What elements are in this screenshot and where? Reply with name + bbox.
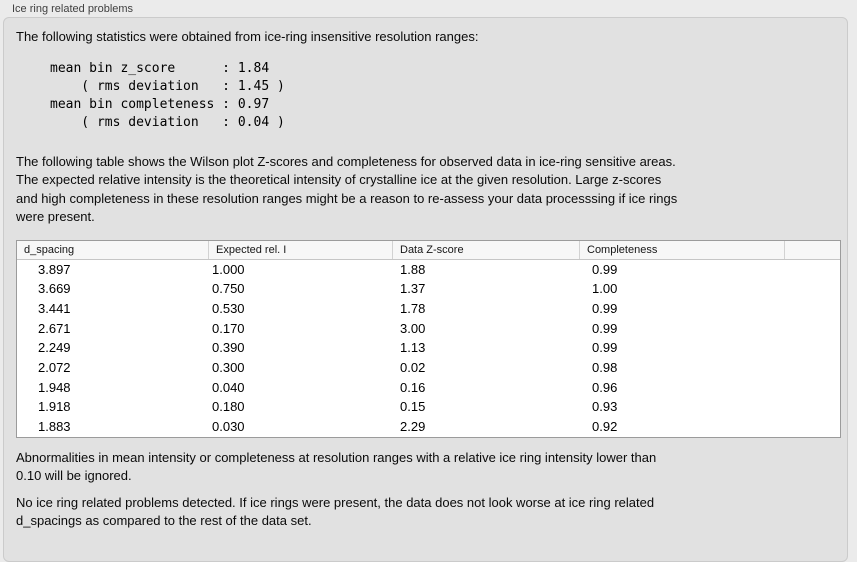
cell-d-spacing: 1.883: [38, 419, 71, 434]
column-header-completeness[interactable]: Completeness: [580, 240, 785, 259]
cell-empty: [785, 417, 840, 437]
conclusion-text: No ice ring related problems detected. I…: [16, 494, 655, 529]
cell-expected-rel-i: 0.390: [212, 340, 245, 356]
stats-intro-text: The following statistics were obtained f…: [16, 29, 479, 44]
cell-data-z-score: 1.37: [400, 281, 426, 297]
column-header-d-spacing[interactable]: d_spacing: [17, 240, 209, 259]
cell-completeness: 1.00: [592, 281, 618, 297]
cell-data-z-score: 2.29: [400, 419, 426, 434]
table-row[interactable]: 2.072 0.300 0.02 0.98: [17, 357, 840, 378]
cell-empty: [785, 338, 840, 358]
table-row[interactable]: 3.441 0.530 1.78 0.99: [17, 298, 840, 319]
cell-completeness: 0.96: [592, 379, 618, 395]
cell-data-z-score: 0.02: [400, 359, 426, 375]
table-row[interactable]: 1.918 0.180 0.15 0.93: [17, 397, 840, 417]
cell-completeness: 0.99: [592, 340, 618, 356]
table-row[interactable]: 2.671 0.170 3.00 0.99: [17, 318, 840, 339]
cell-expected-rel-i: 0.030: [212, 419, 245, 434]
cell-empty: [785, 279, 840, 299]
cell-completeness: 0.93: [592, 399, 618, 415]
cell-d-spacing: 2.249: [38, 340, 71, 356]
cell-empty: [785, 260, 840, 280]
cell-d-spacing: 3.897: [38, 261, 71, 277]
cell-data-z-score: 0.15: [400, 399, 426, 415]
cell-expected-rel-i: 0.040: [212, 379, 245, 395]
cell-expected-rel-i: 0.530: [212, 300, 245, 316]
cell-d-spacing: 3.441: [38, 300, 71, 316]
column-header-data-z-score[interactable]: Data Z-score: [393, 240, 580, 259]
cell-data-z-score: 3.00: [400, 320, 426, 336]
cell-d-spacing: 1.948: [38, 379, 71, 395]
table-header-row: d_spacing Expected rel. I Data Z-score C…: [17, 240, 840, 260]
cell-expected-rel-i: 0.170: [212, 320, 245, 336]
cell-empty: [785, 397, 840, 417]
ice-ring-groupbox: The following statistics were obtained f…: [3, 17, 848, 562]
cell-expected-rel-i: 0.300: [212, 359, 245, 375]
cell-data-z-score: 1.78: [400, 300, 426, 316]
cell-expected-rel-i: 0.180: [212, 399, 245, 415]
cell-data-z-score: 0.16: [400, 379, 426, 395]
cell-completeness: 0.99: [592, 300, 618, 316]
column-header-empty: [785, 241, 840, 259]
cell-expected-rel-i: 1.000: [212, 261, 245, 277]
cell-empty: [785, 299, 840, 319]
cell-completeness: 0.98: [592, 359, 618, 375]
cell-data-z-score: 1.13: [400, 340, 426, 356]
cell-completeness: 0.99: [592, 320, 618, 336]
cell-empty: [785, 319, 840, 339]
cell-d-spacing: 1.918: [38, 399, 71, 415]
cell-d-spacing: 2.671: [38, 320, 71, 336]
cell-data-z-score: 1.88: [400, 261, 426, 277]
groupbox-title: Ice ring related problems: [12, 3, 134, 15]
cell-d-spacing: 3.669: [38, 281, 71, 297]
cell-empty: [785, 358, 840, 378]
cell-completeness: 0.92: [592, 419, 618, 434]
cell-d-spacing: 2.072: [38, 359, 71, 375]
cell-completeness: 0.99: [592, 261, 618, 277]
ice-ring-table: d_spacing Expected rel. I Data Z-score C…: [16, 239, 841, 438]
table-description-text: The following table shows the Wilson plo…: [16, 153, 678, 225]
column-header-expected-rel-i[interactable]: Expected rel. I: [209, 240, 393, 259]
cell-empty: [785, 378, 840, 398]
ignore-note-text: Abnormalities in mean intensity or compl…: [16, 449, 657, 484]
table-row[interactable]: 3.669 0.750 1.37 1.00: [17, 279, 840, 299]
table-row[interactable]: 1.883 0.030 2.29 0.92: [17, 417, 840, 437]
table-row[interactable]: 2.249 0.390 1.13 0.99: [17, 338, 840, 358]
table-row[interactable]: 3.897 1.000 1.88 0.99: [17, 259, 840, 280]
stats-summary-block: mean bin z_score : 1.84 ( rms deviation …: [50, 60, 285, 130]
table-row[interactable]: 1.948 0.040 0.16 0.96: [17, 377, 840, 398]
cell-expected-rel-i: 0.750: [212, 281, 245, 297]
